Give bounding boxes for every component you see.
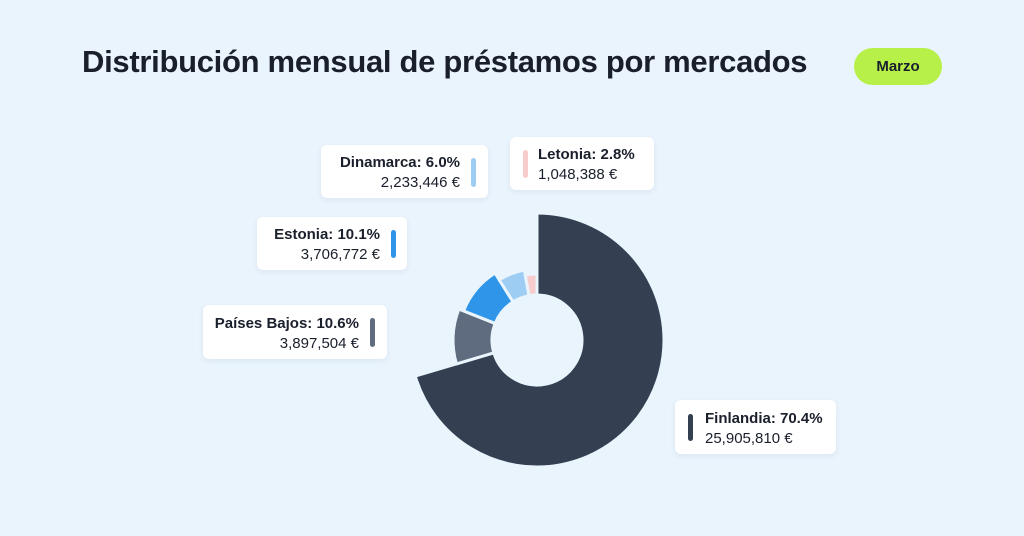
label-card-estonia: Estonia: 10.1% 3,706,772 € (257, 217, 407, 270)
month-badge[interactable]: Marzo (854, 48, 942, 85)
slice-letonia[interactable] (523, 272, 539, 298)
slice-paises-bajos[interactable] (451, 307, 497, 366)
slice-finlandia[interactable] (413, 211, 666, 469)
label-card-letonia: Letonia: 2.8% 1,048,388 € (510, 137, 654, 190)
letonia-swatch (523, 150, 528, 178)
paises-bajos-amount: 3,897,504 € (279, 335, 359, 352)
estonia-label: Estonia: 10.1% (274, 226, 380, 243)
paises-bajos-swatch (370, 318, 375, 347)
dinamarca-swatch (471, 158, 476, 187)
label-card-dinamarca: Dinamarca: 6.0% 2,233,446 € (321, 145, 488, 198)
finlandia-swatch (688, 414, 693, 441)
finlandia-label: Finlandia: 70.4% (705, 410, 823, 427)
chart-title: Distribución mensual de préstamos por me… (82, 44, 808, 79)
letonia-amount: 1,048,388 € (538, 166, 618, 183)
label-card-paises-bajos: Países Bajos: 10.6% 3,897,504 € (203, 305, 387, 359)
estonia-swatch (391, 230, 396, 258)
letonia-label: Letonia: 2.8% (538, 146, 635, 163)
label-card-finlandia: Finlandia: 70.4% 25,905,810 € (675, 400, 836, 454)
estonia-amount: 3,706,772 € (300, 246, 380, 263)
paises-bajos-label: Países Bajos: 10.6% (214, 315, 359, 332)
dinamarca-amount: 2,233,446 € (380, 174, 460, 191)
dinamarca-label: Dinamarca: 6.0% (339, 154, 460, 171)
finlandia-amount: 25,905,810 € (705, 430, 793, 447)
